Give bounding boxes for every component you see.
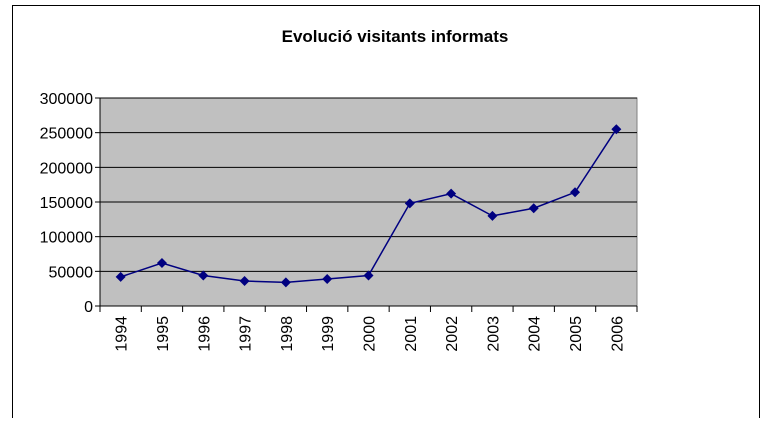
point <box>611 124 622 135</box>
point <box>487 210 498 221</box>
point <box>239 276 250 287</box>
point <box>156 258 167 269</box>
chart-title: Evolució visitants informats <box>282 27 509 46</box>
x-tick-label: 1994 <box>114 316 131 352</box>
x-tick-label: 1999 <box>320 316 337 352</box>
y-tick-label: 200000 <box>40 160 93 177</box>
x-tick-label: 2002 <box>444 316 461 352</box>
y-tick-label: 250000 <box>40 126 93 143</box>
x-tick-label: 2003 <box>485 316 502 352</box>
x-tick-label: 1996 <box>196 316 213 352</box>
point <box>528 203 539 214</box>
y-tick-label: 100000 <box>40 230 93 247</box>
y-tick-label: 300000 <box>40 91 93 108</box>
point <box>198 270 209 281</box>
point <box>115 271 126 282</box>
x-tick-label: 2001 <box>403 316 420 352</box>
x-tick-label: 1997 <box>238 316 255 352</box>
x-tick-label: 2006 <box>609 316 626 352</box>
x-tick-label: 1998 <box>279 316 296 352</box>
x-tick-label: 2000 <box>362 316 379 352</box>
x-tick-label: 2004 <box>527 316 544 352</box>
y-tick-label: 0 <box>84 299 93 316</box>
x-tick-label: 2005 <box>568 316 585 352</box>
point <box>322 273 333 284</box>
point <box>570 187 581 198</box>
point <box>280 277 291 288</box>
point <box>446 188 457 199</box>
x-tick-label: 1995 <box>155 316 172 352</box>
y-tick-label: 150000 <box>40 195 93 212</box>
y-tick-label: 50000 <box>49 264 94 281</box>
point <box>363 270 374 281</box>
point <box>404 198 415 209</box>
